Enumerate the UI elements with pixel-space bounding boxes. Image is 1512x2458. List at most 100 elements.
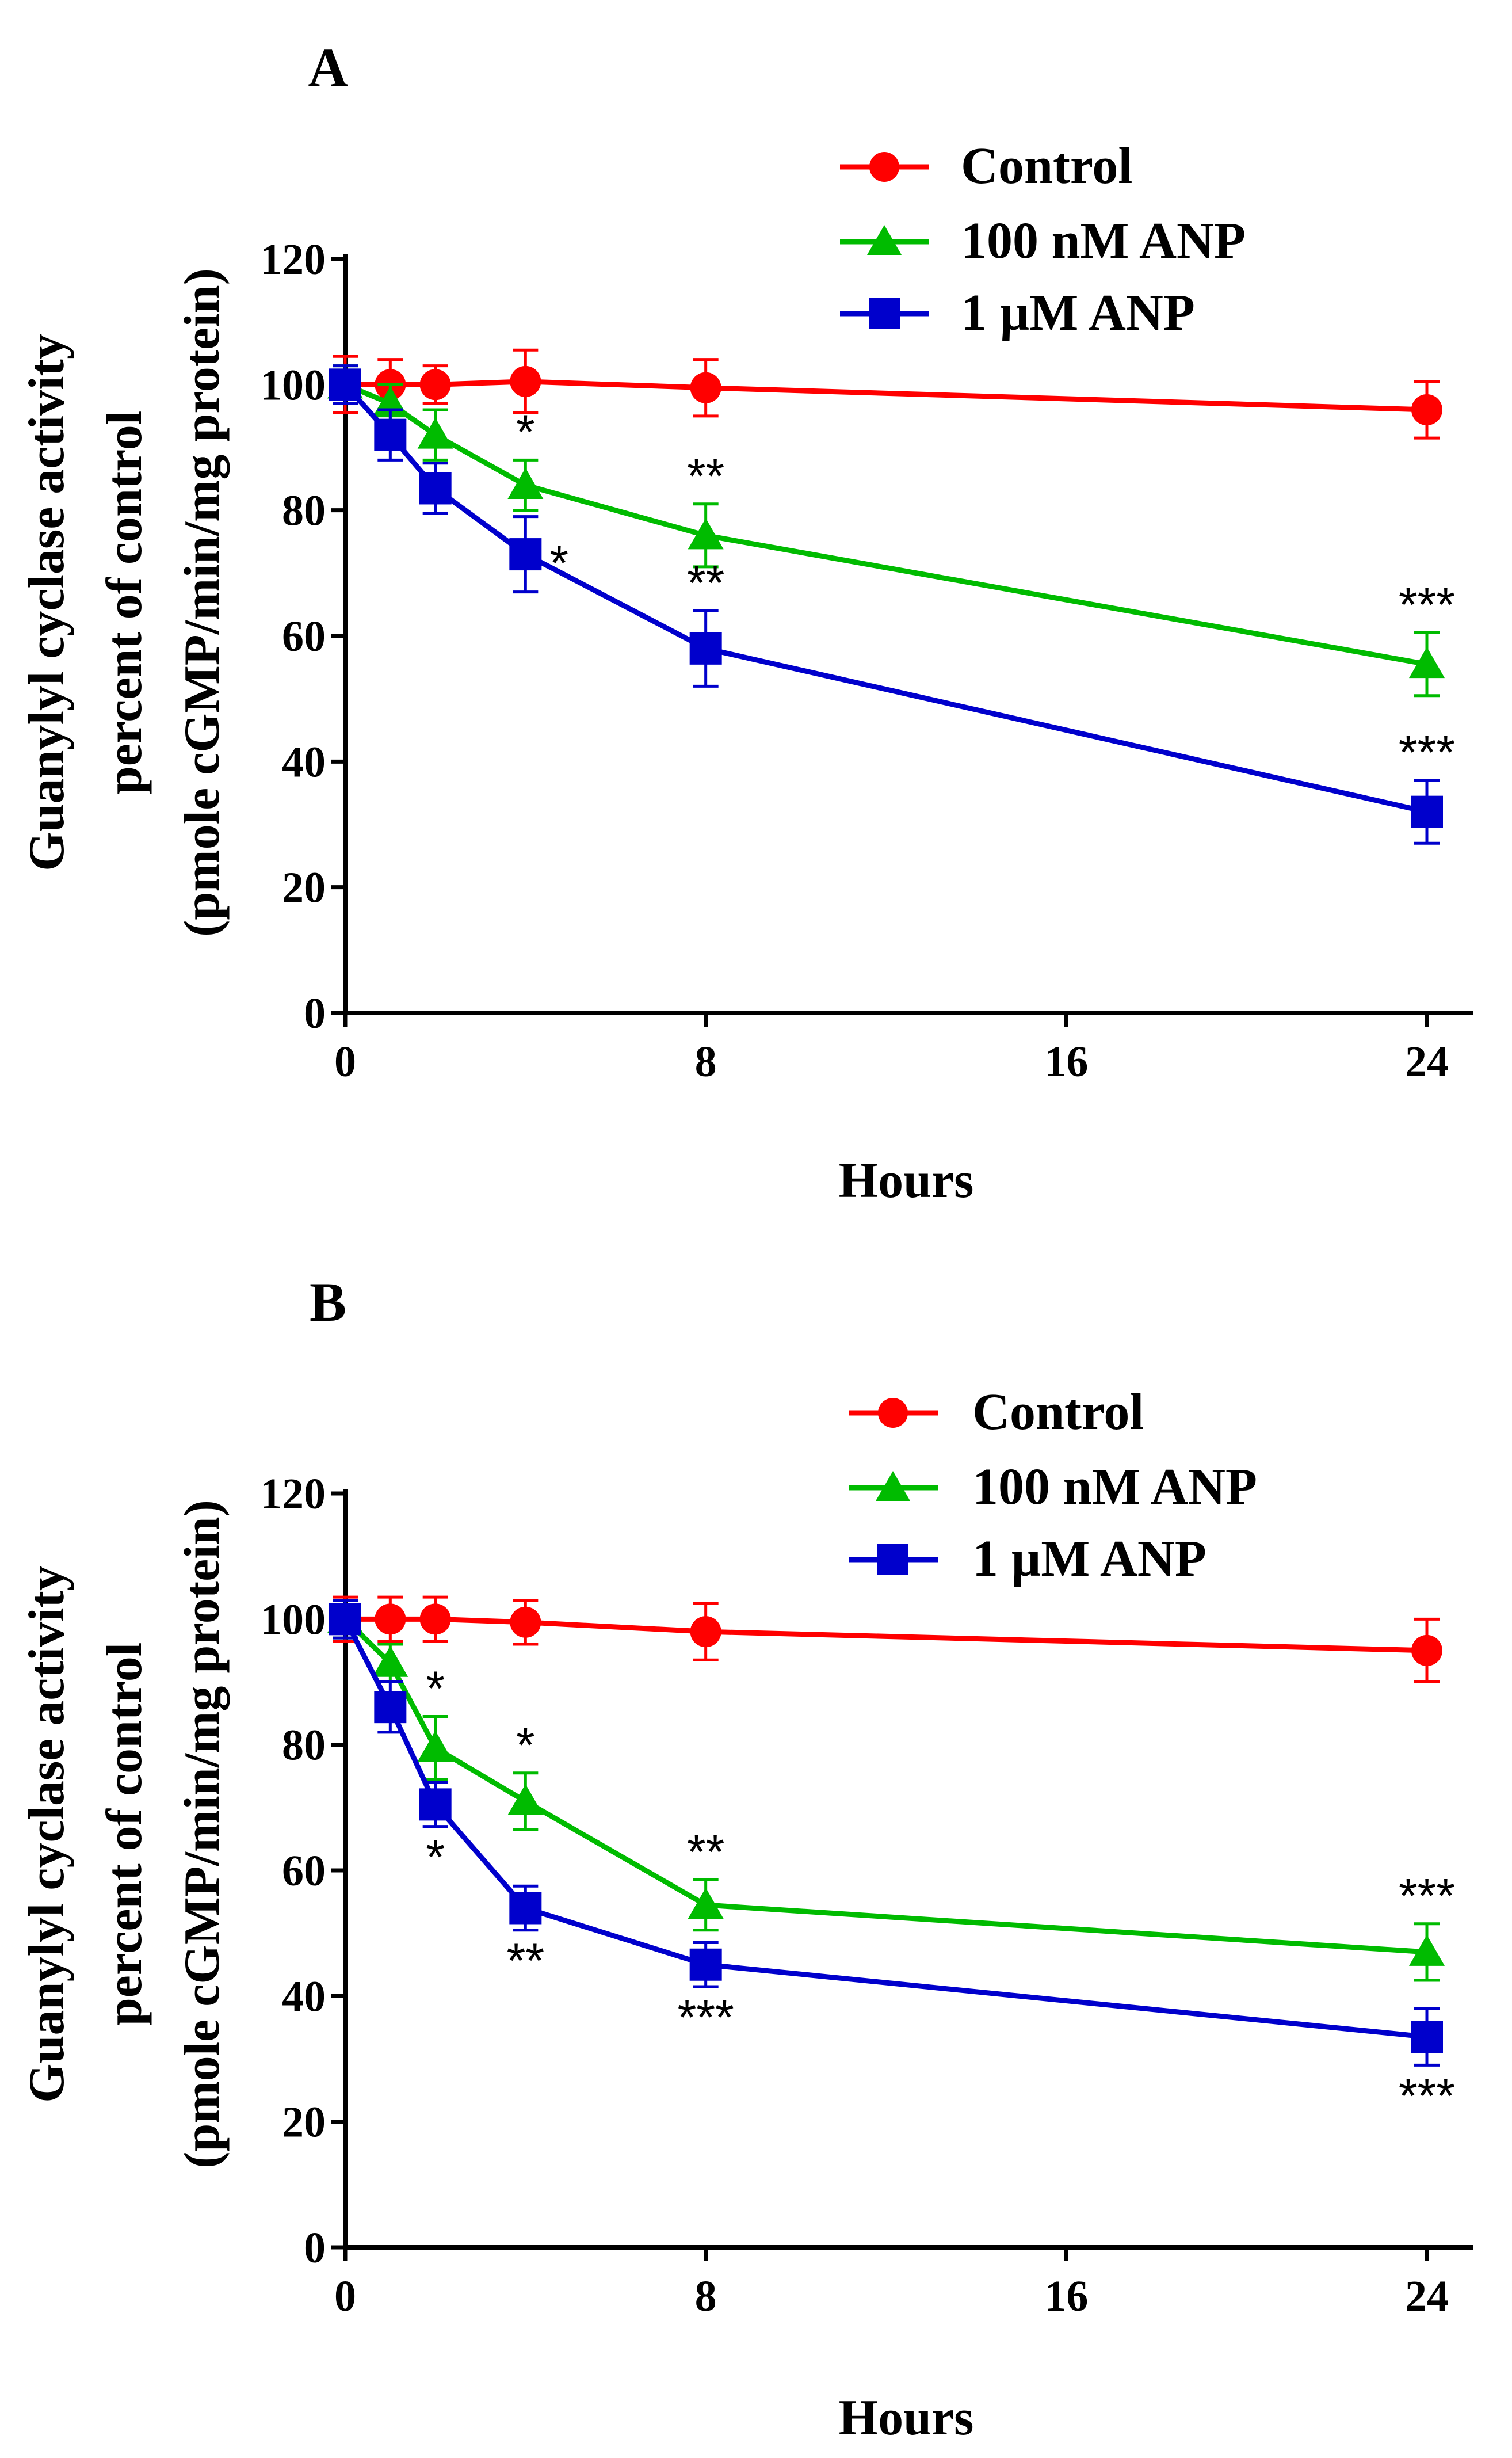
data-point — [1409, 647, 1445, 679]
significance-label: *** — [1399, 578, 1455, 632]
y-tick-label: 40 — [282, 1972, 326, 2021]
data-point — [1411, 1634, 1442, 1666]
legend-item-100nm-b: 100 nM ANP — [849, 1458, 1257, 1515]
significance-label: *** — [1399, 2068, 1455, 2122]
series-line — [343, 1617, 1427, 1955]
significance-label: * — [426, 1830, 445, 1884]
data-point — [419, 1603, 451, 1635]
x-tick-label: 8 — [695, 1038, 717, 1086]
legend-item-control-a: Control — [840, 138, 1132, 195]
data-point — [417, 417, 453, 449]
data-point — [1411, 2021, 1443, 2053]
significance-label: * — [549, 536, 568, 590]
data-point — [374, 1691, 407, 1724]
data-point — [1411, 394, 1442, 425]
y-axis-title-line-1: Guanylyl cyclase activity — [19, 1565, 75, 2103]
legend-a: Control 100 nM ANP 1 µM ANP — [840, 138, 1246, 341]
significance-label: * — [516, 1718, 535, 1772]
y-tick-label: 0 — [304, 2224, 326, 2272]
x-tick-label: 24 — [1405, 2272, 1449, 2320]
legend-label-control: Control — [972, 1384, 1144, 1440]
y-tick-label: 100 — [260, 1595, 326, 1644]
data-point — [688, 518, 724, 550]
data-point — [1409, 1934, 1445, 1966]
significance-label: *** — [678, 1990, 734, 2044]
data-point — [372, 1645, 408, 1677]
legend-label-1um: 1 µM ANP — [961, 284, 1195, 341]
data-point — [419, 472, 452, 505]
y-tick-label: 0 — [304, 989, 326, 1038]
x-tick-label: 16 — [1044, 2272, 1088, 2320]
data-point — [689, 632, 722, 665]
y-tick-label: 20 — [282, 864, 326, 912]
x-tick-label: 16 — [1044, 1038, 1088, 1086]
y-axis-title-line-2: percent of control — [97, 1643, 152, 2026]
data-point — [690, 372, 721, 403]
y-axis-title-line-3: (pmole cGMP/min/mg protein) — [174, 268, 230, 937]
y-axis-title-line-1: Guanylyl cyclase activity — [19, 334, 75, 871]
panel-letter-a: A — [308, 37, 348, 98]
data-point — [507, 468, 544, 499]
y-axis-title-a: Guanylyl cyclase activity percent of con… — [19, 268, 230, 937]
data-point — [375, 1603, 406, 1635]
legend-item-1um-a: 1 µM ANP — [840, 284, 1195, 341]
data-point — [510, 365, 541, 397]
data-point — [509, 538, 542, 571]
legend-label-100nm: 100 nM ANP — [961, 212, 1246, 269]
y-tick-label: 120 — [260, 1470, 326, 1518]
legend-label-100nm: 100 nM ANP — [972, 1458, 1257, 1515]
legend-item-100nm-a: 100 nM ANP — [840, 212, 1246, 269]
data-point — [329, 368, 361, 401]
x-tick-label: 0 — [334, 1038, 356, 1086]
y-tick-label: 60 — [282, 1847, 326, 1895]
significance-label: *** — [1399, 725, 1455, 779]
significance-label: ** — [687, 1824, 724, 1878]
significance-label: * — [426, 1661, 445, 1716]
legend-b: Control 100 nM ANP 1 µM ANP — [849, 1384, 1257, 1587]
panel-letter-b: B — [310, 1271, 346, 1333]
legend-item-control-b: Control — [849, 1384, 1144, 1440]
data-point — [419, 1788, 452, 1821]
data-point — [1411, 795, 1443, 828]
y-axis-title-line-3: (pmole cGMP/min/mg protein) — [174, 1500, 230, 2169]
data-point — [689, 1948, 722, 1981]
y-tick-label: 80 — [282, 1721, 326, 1770]
y-tick-label: 60 — [282, 612, 326, 661]
legend-item-1um-b: 1 µM ANP — [849, 1530, 1206, 1587]
x-axis-title-b: Hours — [839, 2390, 974, 2446]
x-tick-label: 24 — [1405, 1038, 1449, 1086]
y-tick-label: 80 — [282, 487, 326, 535]
significance-label: * — [516, 405, 535, 459]
series-um1: ********* — [329, 1599, 1455, 2122]
y-tick-label: 20 — [282, 2098, 326, 2147]
y-axis-title-b: Guanylyl cyclase activity percent of con… — [19, 1500, 230, 2169]
data-point — [507, 1784, 544, 1815]
significance-label: ** — [687, 555, 724, 609]
significance-label: ** — [687, 449, 724, 503]
data-point — [419, 369, 451, 401]
series-um1: * ***** — [329, 364, 1455, 845]
y-tick-label: 100 — [260, 361, 326, 409]
significance-label: ** — [507, 1934, 544, 1988]
legend-label-control: Control — [961, 138, 1132, 195]
significance-label: *** — [1399, 1869, 1455, 1923]
data-point — [690, 1616, 721, 1648]
data-point — [417, 1731, 453, 1762]
y-axis-title-line-2: percent of control — [97, 411, 152, 794]
data-point — [510, 1606, 541, 1638]
legend-label-1um: 1 µM ANP — [972, 1530, 1206, 1587]
series-control — [330, 1595, 1442, 1683]
data-point — [329, 1603, 361, 1636]
x-tick-label: 8 — [695, 2272, 717, 2320]
data-point — [509, 1892, 542, 1925]
y-tick-label: 40 — [282, 738, 326, 786]
data-point — [688, 1888, 724, 1919]
x-axis-title-a: Hours — [839, 1153, 974, 1209]
y-tick-label: 120 — [260, 235, 326, 284]
x-tick-label: 0 — [334, 2272, 356, 2320]
